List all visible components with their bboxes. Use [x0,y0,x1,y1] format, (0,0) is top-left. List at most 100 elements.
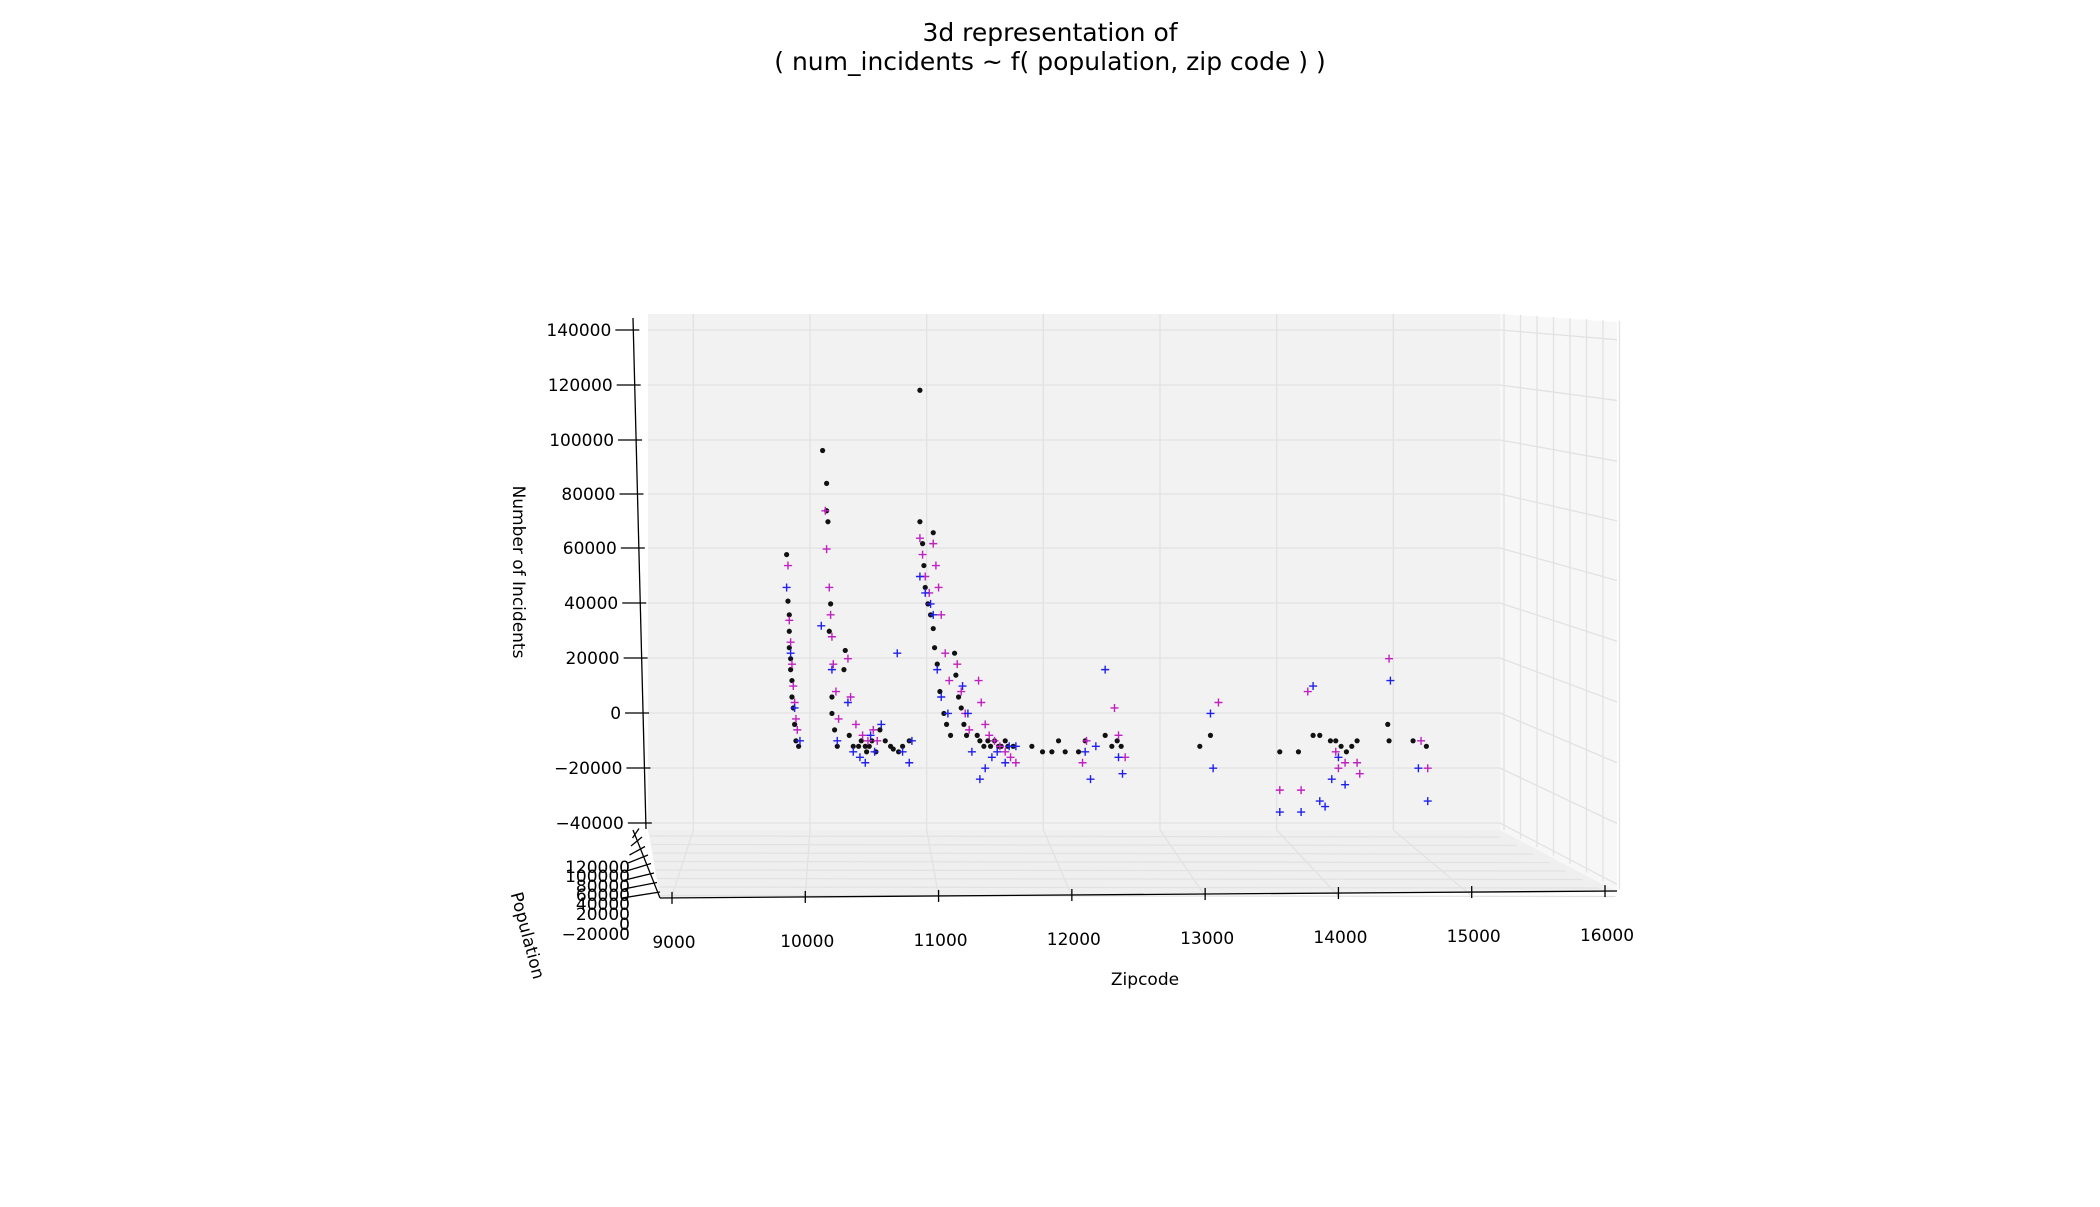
grid-z-side-6 [1499,657,1618,703]
data-point [785,616,794,625]
data-point [1310,732,1316,738]
data-point [898,747,907,756]
data-point [786,628,792,634]
data-point [861,758,870,767]
data-point [863,749,870,755]
z-tick-label: 120000 [548,376,613,396]
data-point [824,480,830,486]
data-point [1338,743,1344,749]
data-point [1334,753,1343,762]
data-point [1209,764,1218,773]
data-point [1423,764,1432,773]
data-point [1303,687,1312,696]
data-point [1386,676,1395,685]
back-pane [648,314,1500,830]
data-point [987,743,994,749]
x-tick-label: 13000 [1180,929,1234,949]
data-point [1207,732,1214,738]
y-tick-4 [627,854,649,864]
data-point [1082,736,1091,745]
data-point [929,610,938,619]
data-point [795,736,804,745]
data-point [1102,732,1108,738]
data-point [827,665,836,674]
data-point [791,714,800,723]
data-point [1075,749,1082,755]
data-point [1341,758,1350,767]
data-point [1355,769,1364,778]
data-point [843,698,852,707]
grid-x-floor-2 [926,829,940,897]
data-point [981,743,987,749]
data-point [1005,742,1014,751]
data-point [1423,797,1432,806]
data-point [783,561,792,570]
data-point [941,649,950,658]
data-point [866,743,872,749]
data-point [1114,731,1123,740]
data-point [945,676,954,685]
x-axis-line [659,890,1618,899]
data-point [834,714,843,723]
y-tick-label: 0 [619,915,630,935]
data-point [793,725,802,734]
grid-x-floor-5 [1276,829,1339,897]
data-point [869,725,878,734]
data-point [863,736,872,745]
data-point [977,738,983,744]
data-point [943,721,950,728]
data-point [850,743,856,749]
data-point [921,588,930,597]
data-point [987,753,996,762]
data-point [1039,749,1046,755]
data-point [1206,709,1215,718]
x-tick-label: 11000 [914,931,968,951]
data-point [1086,775,1095,784]
data-point [993,747,1002,756]
data-point [1114,753,1123,762]
data-point [846,693,855,702]
data-point [1334,764,1343,773]
data-point [1341,780,1350,789]
data-point [931,645,938,651]
axes [615,317,1618,904]
data-point [784,551,790,558]
data-point [796,743,802,749]
grid-y-floor-3 [654,860,1550,864]
y-tick-7 [631,828,640,839]
data-point [1333,738,1339,744]
y-tick-label: 60000 [576,886,630,906]
data-point [1002,738,1008,744]
data-point [786,649,795,658]
grid-z-side-4 [1499,547,1618,582]
data-point [849,747,858,756]
grid-z-side-3 [1499,493,1618,522]
data-point [1353,758,1362,767]
grid-x-floor-1 [804,829,811,897]
y-tick-label: 80000 [576,877,630,897]
z-tick-label: 0 [610,704,621,724]
grid-z-side-9 [1499,822,1618,885]
data-point [846,732,852,738]
data-point [834,743,840,749]
data-point [1006,753,1015,762]
data-point [1011,758,1020,767]
x-tick-label: 16000 [1580,926,1634,946]
data-point [890,746,896,752]
grid-y-floor-2 [652,852,1534,855]
data-point [929,539,938,548]
data-point [820,447,826,454]
data-point [1410,738,1416,744]
data-point [981,764,990,773]
grid-x-floor-3 [1042,829,1073,897]
data-point [1277,749,1283,755]
y-tick-label: −20000 [562,925,630,945]
data-point [789,682,798,691]
data-point [1118,743,1124,749]
data-point [917,387,923,393]
data-point [856,743,862,749]
data-point [1062,749,1068,755]
data-point [1315,797,1324,806]
z-tick-label: −40000 [556,814,624,834]
